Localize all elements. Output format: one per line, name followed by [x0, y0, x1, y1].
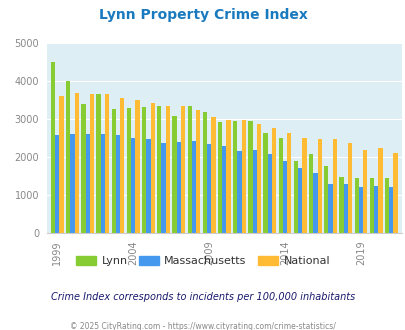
Bar	[384, 179, 388, 233]
Bar	[358, 187, 362, 233]
Bar	[66, 81, 70, 233]
Bar	[120, 98, 124, 233]
Bar	[241, 120, 245, 233]
Bar	[70, 134, 75, 233]
Bar	[373, 186, 377, 233]
Bar	[222, 146, 226, 233]
Bar	[191, 141, 196, 233]
Legend: Lynn, Massachusetts, National: Lynn, Massachusetts, National	[71, 251, 334, 271]
Bar	[297, 168, 302, 233]
Bar	[196, 111, 200, 233]
Bar	[187, 106, 191, 233]
Bar	[308, 154, 313, 233]
Bar	[81, 104, 85, 233]
Bar	[207, 144, 211, 233]
Bar	[263, 133, 267, 233]
Bar	[90, 94, 94, 233]
Bar	[135, 100, 139, 233]
Bar	[256, 124, 260, 233]
Bar	[392, 152, 397, 233]
Bar	[181, 106, 185, 233]
Text: Lynn Property Crime Index: Lynn Property Crime Index	[98, 8, 307, 22]
Bar	[176, 142, 181, 233]
Bar	[343, 184, 347, 233]
Bar	[271, 128, 275, 233]
Bar	[313, 173, 317, 233]
Bar	[161, 144, 165, 233]
Bar	[278, 138, 282, 233]
Bar	[75, 93, 79, 233]
Bar	[388, 187, 392, 233]
Bar	[328, 184, 332, 233]
Bar	[339, 177, 343, 233]
Bar	[324, 166, 328, 233]
Bar	[126, 108, 131, 233]
Bar	[172, 116, 176, 233]
Bar	[293, 161, 297, 233]
Bar	[150, 103, 154, 233]
Bar	[55, 136, 59, 233]
Bar	[157, 106, 161, 233]
Bar	[302, 138, 306, 233]
Bar	[377, 148, 382, 233]
Bar	[146, 139, 150, 233]
Bar	[248, 121, 252, 233]
Bar	[252, 150, 256, 233]
Bar	[165, 106, 170, 233]
Bar	[282, 161, 286, 233]
Bar	[237, 151, 241, 233]
Bar	[51, 62, 55, 233]
Bar	[85, 134, 90, 233]
Bar	[317, 139, 321, 233]
Bar	[332, 139, 336, 233]
Bar	[105, 94, 109, 233]
Bar	[96, 94, 100, 233]
Bar	[286, 133, 291, 233]
Bar	[226, 119, 230, 233]
Bar	[267, 154, 271, 233]
Bar	[202, 112, 207, 233]
Bar	[131, 138, 135, 233]
Bar	[217, 122, 222, 233]
Text: Crime Index corresponds to incidents per 100,000 inhabitants: Crime Index corresponds to incidents per…	[51, 292, 354, 302]
Bar	[211, 117, 215, 233]
Bar	[362, 149, 367, 233]
Bar	[347, 143, 351, 233]
Bar	[369, 178, 373, 233]
Bar	[232, 121, 237, 233]
Bar	[100, 134, 105, 233]
Bar	[142, 108, 146, 233]
Bar	[111, 109, 116, 233]
Text: © 2025 CityRating.com - https://www.cityrating.com/crime-statistics/: © 2025 CityRating.com - https://www.city…	[70, 322, 335, 330]
Bar	[354, 178, 358, 233]
Bar	[59, 96, 64, 233]
Bar	[116, 135, 120, 233]
